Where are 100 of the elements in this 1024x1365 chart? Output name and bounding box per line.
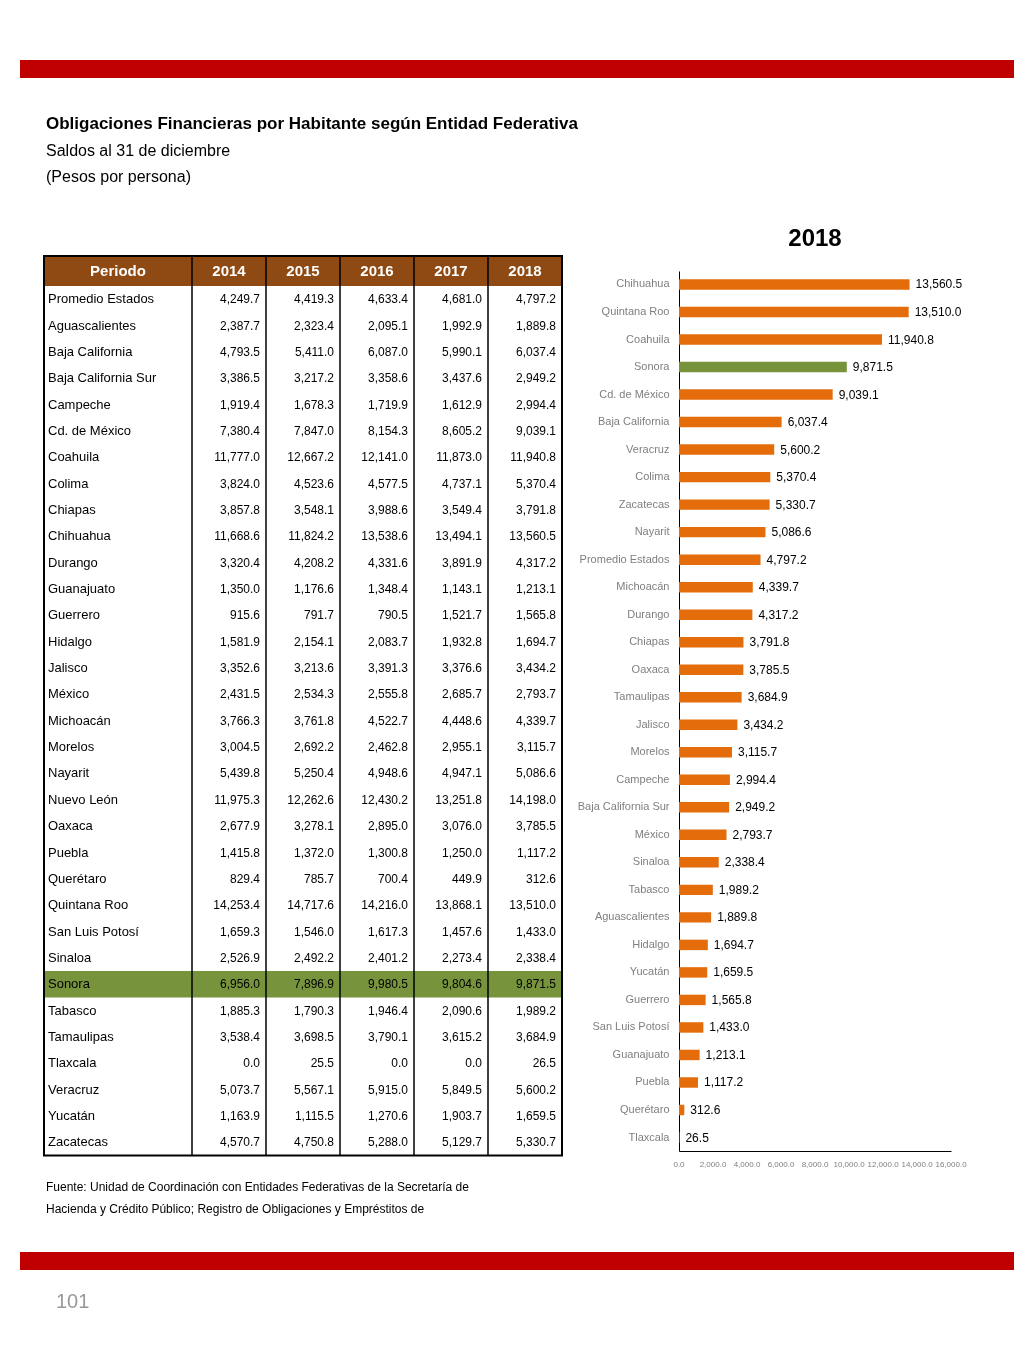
y-tick-label: Tlaxcala — [628, 1130, 671, 1143]
data-label: 7,380.4 — [220, 423, 261, 438]
data-label: 2,154.1 — [294, 634, 335, 649]
data-label: 2,895.0 — [368, 819, 409, 834]
y-tick-label: Michoacán — [616, 580, 670, 593]
x-tick-label: 14,000.0 — [901, 1160, 934, 1169]
data-label: 1,581.9 — [220, 634, 261, 649]
y-tick-label: Cd. de México — [48, 422, 131, 438]
data-label: 1,932.8 — [442, 634, 483, 649]
data-label: 3,376.6 — [442, 661, 483, 676]
y-tick-label: Sonora — [48, 976, 91, 992]
x-tick-label: 8,000.0 — [801, 1160, 829, 1169]
data-label: 11,975.3 — [214, 792, 261, 807]
data-label: 1,117.2 — [703, 1075, 744, 1090]
data-label: 4,797.2 — [516, 292, 557, 307]
data-label: 2,492.2 — [294, 950, 335, 965]
y-tick-label: Coahuila — [48, 449, 101, 465]
data-label: 785.7 — [304, 871, 335, 886]
data-label: 3,549.4 — [442, 502, 483, 517]
x-tick-label: 2016 — [360, 262, 394, 279]
data-label: 1,250.0 — [442, 845, 483, 860]
bar — [679, 719, 738, 730]
data-label: 1,143.1 — [442, 582, 483, 597]
data-label: 1,612.9 — [442, 397, 483, 412]
y-tick-label: Guanajuato — [612, 1047, 670, 1060]
data-label: 9,039.1 — [516, 423, 557, 438]
y-tick-label: Jalisco — [635, 717, 670, 730]
bar — [679, 747, 732, 758]
bar — [679, 939, 708, 951]
data-label: 1,350.0 — [220, 582, 261, 597]
data-label: 5,073.7 — [220, 1082, 261, 1097]
data-label: 12,430.2 — [361, 792, 409, 807]
data-label: 4,577.5 — [368, 476, 409, 491]
x-tick-label: 2014 — [212, 262, 247, 279]
y-tick-label: Yucatán — [629, 965, 670, 978]
y-tick-label: México — [48, 686, 90, 702]
bar — [679, 554, 761, 565]
data-label: 1,433.0 — [516, 924, 557, 939]
y-tick-label: Michoacán — [48, 712, 111, 728]
data-label: 4,339.7 — [758, 580, 800, 595]
x-tick-label: 10,000.0 — [833, 1160, 866, 1169]
data-label: 2,401.2 — [368, 950, 409, 965]
data-label: 1,903.7 — [442, 1109, 483, 1124]
data-label: 5,411.0 — [294, 344, 335, 359]
data-label: 3,391.3 — [368, 661, 409, 676]
y-tick-label: Morelos — [630, 745, 670, 758]
y-tick-label: Baja California — [48, 343, 134, 359]
data-label: 13,510.0 — [914, 305, 962, 319]
data-label: 26.5 — [532, 1056, 557, 1071]
data-label: 2,090.6 — [442, 1003, 483, 1018]
y-tick-label: Tamaulipas — [48, 1028, 115, 1044]
data-label: 3,278.1 — [294, 819, 335, 834]
data-label: 1,678.3 — [294, 397, 335, 412]
bar — [679, 361, 847, 373]
data-label: 1,989.2 — [516, 1003, 557, 1018]
y-tick-label: Durango — [48, 554, 98, 570]
y-tick-label: Sonora — [634, 360, 671, 373]
data-label: 5,288.0 — [368, 1135, 409, 1150]
y-tick-label: Colima — [635, 470, 671, 483]
bar — [679, 416, 782, 428]
data-label: 1,521.7 — [442, 608, 483, 623]
chart-title: Obligaciones Financieras por Habitante según Entidad Federativa — [46, 114, 579, 134]
data-label: 3,857.8 — [220, 502, 261, 517]
y-tick-label: Hidalgo — [48, 633, 93, 649]
data-label: 4,339.7 — [516, 713, 557, 728]
y-tick-label: Cd. de México — [599, 387, 670, 400]
y-tick-label: Nayarit — [634, 525, 670, 538]
data-label: 12,667.2 — [287, 450, 335, 465]
y-tick-label: Zacatecas — [48, 1134, 109, 1150]
text: 101 — [56, 1290, 90, 1313]
x-tick-label: 2,000.0 — [699, 1160, 727, 1169]
data-label: 3,352.6 — [220, 661, 261, 676]
bar — [679, 279, 910, 290]
data-label: 4,797.2 — [766, 552, 807, 567]
data-label: 3,891.9 — [442, 555, 483, 570]
y-tick-label: Campeche — [48, 396, 111, 412]
data-label: 2,431.5 — [220, 687, 261, 702]
data-label: 2,793.7 — [516, 687, 557, 702]
data-label: 4,419.3 — [294, 292, 335, 307]
data-label: 1,348.4 — [368, 582, 409, 597]
data-label: 312.6 — [690, 1103, 721, 1117]
data-label: 3,761.8 — [294, 713, 335, 728]
data-label: 4,570.7 — [220, 1135, 261, 1150]
data-label: 791.7 — [304, 608, 335, 623]
data-label: 2,387.7 — [220, 318, 261, 333]
y-axis-title: Periodo — [90, 262, 146, 279]
data-label: 3,434.2 — [743, 717, 784, 732]
data-label: 1,565.8 — [516, 608, 557, 623]
data-label: 13,251.8 — [435, 792, 483, 807]
data-label: 1,694.7 — [713, 937, 755, 952]
data-label: 2,338.4 — [724, 855, 766, 870]
y-tick-label: Veracruz — [626, 442, 670, 455]
data-label: 3,004.5 — [220, 740, 261, 755]
data-label: 3,785.5 — [516, 819, 557, 834]
bar — [679, 912, 712, 923]
data-label: 829.4 — [230, 871, 261, 886]
data-label: 11,668.6 — [214, 529, 261, 544]
data-label: 14,253.4 — [213, 898, 261, 913]
data-label: 5,600.2 — [516, 1082, 557, 1097]
data-label: 4,448.6 — [442, 713, 483, 728]
